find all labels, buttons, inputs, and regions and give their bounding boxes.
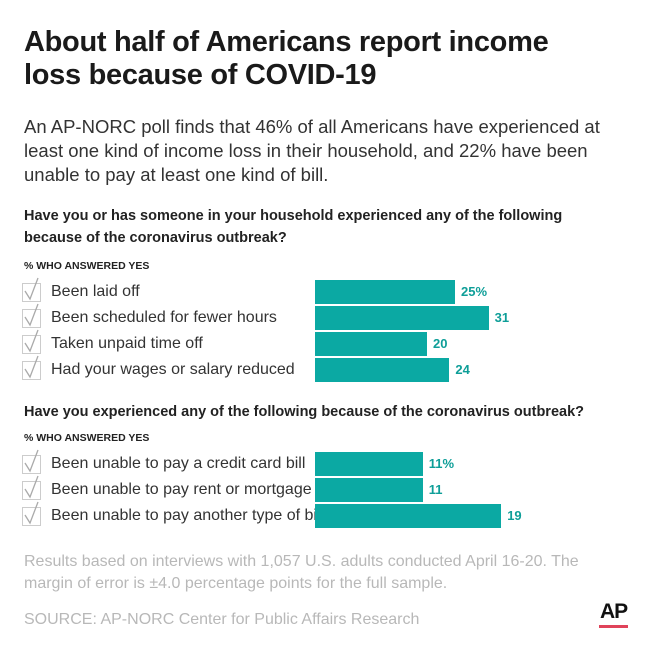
ap-logo: AP	[600, 600, 628, 623]
bar	[315, 306, 489, 330]
checkmark-icon	[22, 303, 41, 328]
data-label: 11	[428, 482, 443, 497]
category-label: Been unable to pay rent or mortgage	[51, 481, 312, 498]
source: SOURCE: AP-NORC Center for Public Affair…	[24, 611, 420, 628]
bar	[315, 504, 502, 528]
data-label: 20	[433, 336, 448, 351]
chart-2-ylabel: % WHO ANSWERED YES	[24, 432, 150, 444]
category-row: Been scheduled for fewer hours	[22, 303, 277, 330]
checkmark-icon	[22, 501, 41, 526]
checkmark-icon	[22, 475, 41, 500]
bar	[315, 280, 455, 304]
category-label: Been unable to pay another type of bill	[51, 507, 325, 524]
category-label: Been unable to pay a credit card bill	[51, 455, 306, 472]
subtitle-line-2: least one kind of income loss in their h…	[24, 140, 588, 161]
category-label: Been scheduled for fewer hours	[51, 309, 277, 326]
category-label: Taken unpaid time off	[51, 335, 203, 352]
category-row: Been unable to pay rent or mortgage	[22, 475, 312, 502]
data-label: 11%	[428, 456, 455, 471]
bar	[315, 358, 450, 382]
checkmark-icon	[22, 449, 41, 474]
footnote-line-1: Results based on interviews with 1,057 U…	[24, 553, 579, 570]
title-line-1: About half of Americans report income	[24, 26, 549, 58]
category-label: Been laid off	[51, 283, 140, 300]
checkmark-icon	[22, 355, 41, 380]
chart-1-question-line-2: because of the coronavirus outbreak?	[24, 230, 287, 246]
bar	[315, 452, 423, 476]
data-label: 31	[494, 310, 510, 325]
data-label: 24	[455, 362, 470, 377]
subtitle-line-1: An AP-NORC poll finds that 46% of all Am…	[24, 116, 600, 137]
checkmark-icon	[22, 277, 41, 302]
bar	[315, 332, 427, 356]
category-row: Taken unpaid time off	[22, 329, 203, 356]
chart-1-ylabel: % WHO ANSWERED YES	[24, 260, 150, 272]
data-label: 25%	[461, 284, 488, 299]
footnote-line-2: margin of error is ±4.0 percentage point…	[24, 575, 448, 592]
chart-1-question-line-1: Have you or has someone in your househol…	[24, 208, 563, 224]
category-row: Been unable to pay another type of bill	[22, 501, 325, 528]
checkmark-icon	[22, 329, 41, 354]
bar	[315, 478, 423, 502]
category-row: Been laid off	[22, 277, 140, 304]
category-label: Had your wages or salary reduced	[51, 361, 295, 378]
category-row: Had your wages or salary reduced	[22, 355, 295, 382]
category-row: Been unable to pay a credit card bill	[22, 449, 306, 476]
data-label: 19	[507, 508, 522, 523]
subtitle-line-3: unable to pay at least one kind of bill.	[24, 164, 329, 185]
ap-logo-underline	[599, 625, 628, 628]
title-line-2: loss because of COVID-19	[24, 59, 377, 91]
chart-2-question-line-1: Have you experienced any of the followin…	[24, 404, 584, 420]
